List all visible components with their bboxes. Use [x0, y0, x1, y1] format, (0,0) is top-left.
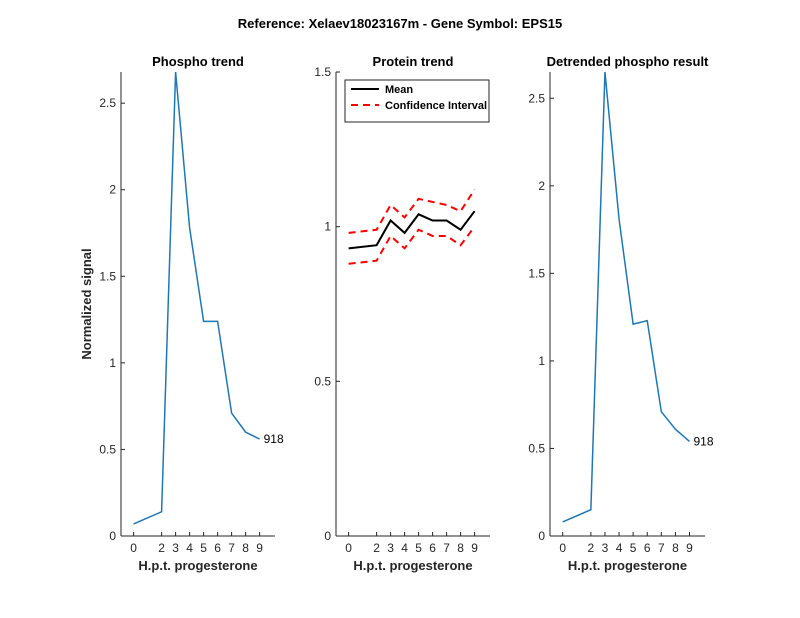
- series-line-2: [348, 189, 476, 234]
- series-line-1: [348, 210, 476, 250]
- y-tick-label: 1.5: [528, 266, 545, 280]
- series-line-3: [348, 226, 476, 265]
- x-tick-label: 4: [616, 541, 623, 555]
- y-tick-label: 2.5: [528, 91, 545, 105]
- x-tick-label: 5: [415, 541, 422, 555]
- series-line-1: [133, 71, 260, 525]
- x-tick-label: 4: [186, 541, 193, 555]
- x-tick-label: 7: [658, 541, 665, 555]
- x-tick-label: 5: [200, 541, 207, 555]
- x-tick-label: 8: [457, 541, 464, 555]
- y-tick-label: 2: [538, 179, 545, 193]
- x-tick-label: 0: [559, 541, 566, 555]
- x-tick-label: 9: [256, 541, 263, 555]
- y-tick-label: 0.5: [314, 374, 331, 388]
- panel-title: Phospho trend: [152, 54, 244, 69]
- x-axis-label: H.p.t. progesterone: [353, 558, 472, 573]
- x-tick-label: 8: [672, 541, 679, 555]
- x-tick-label: 5: [630, 541, 637, 555]
- y-tick-label: 1: [538, 354, 545, 368]
- x-tick-label: 7: [228, 541, 235, 555]
- x-tick-label: 0: [130, 541, 137, 555]
- x-tick-label: 6: [429, 541, 436, 555]
- x-tick-label: 3: [602, 541, 609, 555]
- x-axis-label: H.p.t. progesterone: [568, 558, 687, 573]
- data-label: 918: [264, 432, 284, 446]
- panel-title: Detrended phospho result: [547, 54, 709, 69]
- y-tick-label: 0: [324, 529, 331, 543]
- chart-panel-2: 0 0.5 1 1.5 0 2 3 4 5 6 7 8 9 Protein trend H.p.t. pro…: [314, 54, 490, 573]
- data-label: 918: [694, 434, 714, 448]
- y-tick-label: 0.5: [528, 441, 545, 455]
- y-tick-label: 1: [109, 356, 116, 370]
- y-axis-label: Normalized signal: [79, 248, 94, 359]
- panel-title: Protein trend: [373, 54, 454, 69]
- y-tick-label: 0: [538, 529, 545, 543]
- legend-entry: Mean: [385, 84, 413, 96]
- x-tick-label: 6: [644, 541, 651, 555]
- x-tick-label: 4: [401, 541, 408, 555]
- x-tick-label: 3: [172, 541, 179, 555]
- figure-title: Reference: Xelaev18023167m - Gene Symbol…: [237, 16, 563, 31]
- x-tick-label: 8: [242, 541, 249, 555]
- legend-entry: Confidence Interval: [385, 100, 487, 112]
- x-axis-label: H.p.t. progesterone: [138, 558, 257, 573]
- x-tick-label: 7: [443, 541, 450, 555]
- y-tick-label: 1.5: [99, 269, 116, 283]
- x-tick-label: 9: [686, 541, 693, 555]
- x-tick-label: 2: [373, 541, 380, 555]
- y-tick-label: 2: [109, 183, 116, 197]
- y-tick-label: 0.5: [99, 442, 116, 456]
- x-tick-label: 6: [214, 541, 221, 555]
- y-tick-label: 0: [109, 529, 116, 543]
- x-tick-label: 2: [588, 541, 595, 555]
- x-tick-label: 2: [158, 541, 165, 555]
- y-tick-label: 1: [324, 220, 331, 234]
- x-tick-label: 0: [345, 541, 352, 555]
- y-tick-label: 1.5: [314, 65, 331, 79]
- x-tick-label: 9: [471, 541, 478, 555]
- series-line-1: [562, 71, 690, 523]
- y-tick-label: 2.5: [99, 96, 116, 110]
- x-tick-label: 3: [387, 541, 394, 555]
- legend-box: [344, 79, 490, 123]
